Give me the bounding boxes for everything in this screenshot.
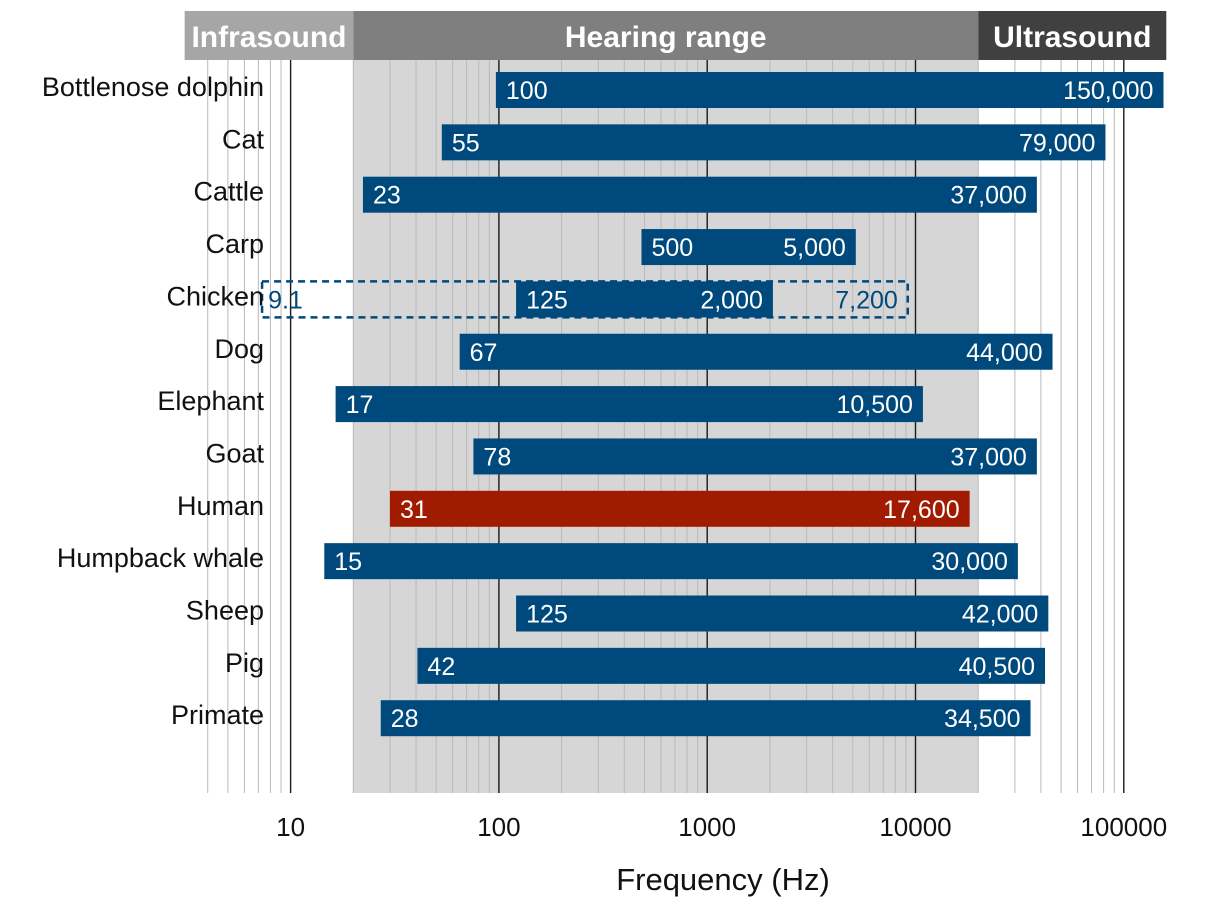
band-hearing-range	[353, 11, 979, 60]
range-bar	[389, 490, 970, 527]
bar-low-label: 28	[391, 705, 419, 733]
range-bar	[362, 176, 1037, 213]
extended-low-label: 9.1	[268, 286, 303, 314]
band-label: Ultrasound	[993, 21, 1151, 54]
x-tick-label: 10	[276, 812, 305, 842]
category-label: Bottlenose dolphin	[42, 72, 264, 102]
category-label: Cat	[222, 124, 265, 154]
bar-high-label: 40,500	[959, 653, 1035, 681]
category-label: Sheep	[186, 596, 264, 626]
x-axis-title: Frequency (Hz)	[616, 862, 830, 897]
category-label: Dog	[214, 334, 264, 364]
band-label: Hearing range	[565, 21, 767, 54]
range-bar	[516, 595, 1049, 632]
bar-high-label: 79,000	[1019, 129, 1095, 157]
bar-low-label: 42	[427, 653, 455, 681]
bar-high-label: 5,000	[783, 234, 846, 262]
range-bar	[459, 333, 1053, 370]
range-bar	[380, 700, 1031, 737]
category-label: Primate	[171, 700, 264, 730]
bar-high-label: 10,500	[836, 391, 912, 419]
x-axis: Frequency (Hz) 10 100 1000 10000 100000	[276, 812, 1167, 897]
range-bar	[335, 386, 923, 423]
bar-high-label: 17,600	[883, 496, 959, 524]
x-tick-label: 100000	[1080, 812, 1167, 842]
category-label: Chicken	[166, 281, 264, 311]
range-bar	[441, 124, 1106, 161]
bar-high-label: 37,000	[950, 182, 1026, 210]
bar-high-label: 30,000	[931, 548, 1007, 576]
extended-high-label: 7,200	[835, 286, 898, 314]
bar-low-label: 500	[651, 234, 693, 262]
bar-low-label: 78	[483, 443, 511, 471]
extended-range-box	[260, 280, 910, 319]
bar-high-label: 44,000	[966, 339, 1042, 367]
range-bar	[417, 647, 1046, 684]
range-bar	[473, 438, 1037, 475]
range-bar	[641, 229, 856, 266]
category-label: Humpback whale	[57, 543, 264, 573]
bar-low-label: 125	[526, 601, 568, 629]
range-bar	[495, 72, 1164, 108]
category-labels: Bottlenose dolphin Cat Cattle Carp Chicken Do…	[42, 72, 265, 730]
category-label: Pig	[225, 648, 264, 678]
bar-low-label: 125	[526, 286, 568, 314]
category-label: Goat	[205, 438, 264, 468]
bar-high-label: 34,500	[944, 705, 1020, 733]
bar-high-label: 2,000	[700, 286, 763, 314]
category-label: Elephant	[157, 386, 264, 416]
range-bar	[516, 281, 773, 318]
category-label: Human	[177, 491, 264, 521]
bar-low-label: 67	[470, 339, 498, 367]
bar-low-label: 15	[334, 548, 362, 576]
range-bar	[324, 543, 1018, 580]
band-label: Infrasound	[191, 21, 346, 54]
band-ultrasound	[978, 11, 1167, 60]
x-tick-label: 100	[477, 812, 520, 842]
bar-low-label: 100	[506, 77, 548, 105]
bar-high-label: 150,000	[1063, 77, 1153, 105]
range-bars: 100 150,000 55 79,000 23 37,000 500 5,000 125 2,0…	[324, 72, 1164, 737]
x-tick-label: 10000	[879, 812, 951, 842]
bar-low-label: 23	[373, 182, 401, 210]
bar-high-label: 37,000	[950, 443, 1026, 471]
bar-low-label: 31	[400, 496, 428, 524]
extended-ranges: 9.1 7,200	[260, 280, 910, 319]
band-infrasound	[184, 11, 354, 60]
category-label: Cattle	[193, 177, 264, 207]
bar-high-label: 42,000	[962, 601, 1038, 629]
frequency-bands: Infrasound Hearing range Ultrasound	[184, 11, 1167, 60]
category-label: Carp	[205, 229, 264, 259]
bar-low-label: 17	[346, 391, 374, 419]
bar-low-label: 55	[452, 129, 480, 157]
x-tick-label: 1000	[678, 812, 736, 842]
